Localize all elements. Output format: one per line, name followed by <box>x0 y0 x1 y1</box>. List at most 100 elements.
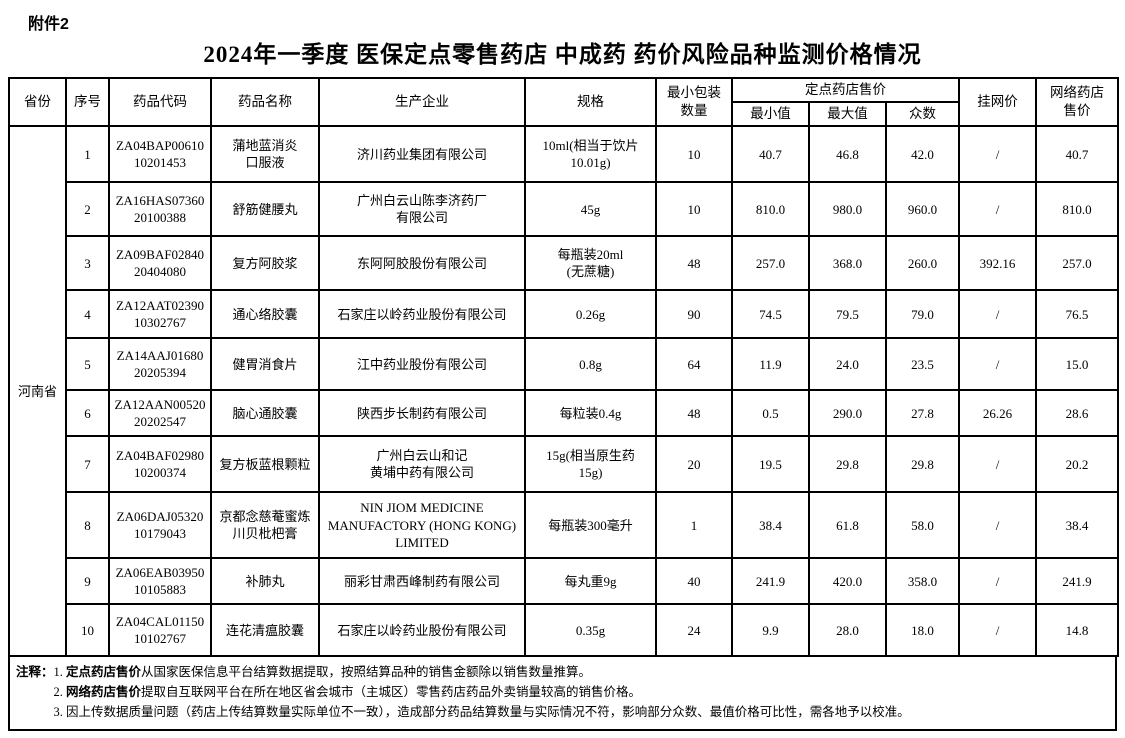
footnote-1-term: 定点药店售价 <box>66 665 142 680</box>
footnote-1-number: 1. <box>53 665 63 680</box>
cell-spec: 10ml(相当于饮片 10.01g) <box>524 125 657 184</box>
table-row: 9 ZA06EAB03950 10105883 补肺丸 丽彩甘肃西峰制药有限公司… <box>9 557 1120 606</box>
cell-max-price: 980.0 <box>808 181 887 238</box>
cell-max-price: 368.0 <box>808 235 887 292</box>
header-province: 省份 <box>8 76 67 128</box>
cell-manufacturer: 石家庄以岭药业股份有限公司 <box>318 289 526 340</box>
cell-mode-price: 358.0 <box>884 557 961 606</box>
cell-online-price: 28.6 <box>1035 389 1120 438</box>
cell-online-price: 15.0 <box>1035 337 1120 392</box>
footnote-3-number: 3. <box>53 705 63 720</box>
cell-serial: 1 <box>65 125 110 184</box>
table-row: 河南省 1 ZA04BAP00610 10201453 蒲地蓝消炎 口服液 济川… <box>8 125 1120 658</box>
cell-manufacturer: 东阿阿胶股份有限公司 <box>318 235 526 292</box>
cell-min-price: 11.9 <box>731 337 810 392</box>
cell-online-price: 14.8 <box>1035 603 1120 658</box>
cell-min-price: 19.5 <box>731 435 810 494</box>
cell-online-price: 810.0 <box>1035 181 1120 238</box>
cell-spec: 0.26g <box>524 289 657 340</box>
cell-min-package: 20 <box>655 435 733 494</box>
header-manufacturer: 生产企业 <box>318 76 526 128</box>
header-listed-price: 挂网价 <box>958 76 1038 128</box>
cell-mode-price: 960.0 <box>884 181 961 238</box>
cell-min-price: 40.7 <box>731 125 810 184</box>
cell-min-package: 10 <box>655 125 733 184</box>
cell-listed-price: / <box>958 125 1038 184</box>
header-min-package: 最小包装 数量 <box>655 76 733 128</box>
cell-max-price: 290.0 <box>808 389 887 438</box>
cell-listed-price: / <box>958 557 1038 606</box>
header-row-1: 省份 序号 药品代码 药品名称 生产企业 规格 最小包装 数量 定点药店售价 挂… <box>8 76 1120 128</box>
cell-listed-price: 392.16 <box>958 235 1038 292</box>
cell-min-price: 74.5 <box>731 289 810 340</box>
cell-mode-price: 27.8 <box>884 389 961 438</box>
page-title: 2024年一季度 医保定点零售药店 中成药 药价风险品种监测价格情况 <box>203 42 922 67</box>
price-monitoring-table: 省份 序号 药品代码 药品名称 生产企业 规格 最小包装 数量 定点药店售价 挂… <box>8 76 1120 658</box>
footnote-2-number: 2. <box>53 685 63 700</box>
cell-spec: 0.8g <box>524 337 657 392</box>
header-drug-name: 药品名称 <box>210 76 320 128</box>
cell-serial: 7 <box>65 435 110 494</box>
cell-listed-price: / <box>958 289 1038 340</box>
cell-province: 河南省 <box>8 125 67 658</box>
cell-manufacturer: 广州白云山陈李济药厂 有限公司 <box>318 181 526 238</box>
footnote-3-text: 因上传数据质量问题（药店上传结算数量实际单位不一致），造成部分药品结算数量与实际… <box>66 705 910 720</box>
footnote-2: 2. 网络药店售价提取自互联网平台在所在地区省会城市（主城区）零售药店药品外卖销… <box>54 682 910 702</box>
table-row: 4 ZA12AAT02390 10302767 通心络胶囊 石家庄以岭药业股份有… <box>9 289 1120 340</box>
cell-mode-price: 58.0 <box>884 491 961 560</box>
cell-max-price: 29.8 <box>808 435 887 494</box>
cell-drug-name: 复方阿胶浆 <box>210 235 320 292</box>
cell-mode-price: 260.0 <box>884 235 961 292</box>
cell-min-package: 90 <box>655 289 733 340</box>
cell-max-price: 46.8 <box>808 125 887 184</box>
cell-listed-price: / <box>958 491 1038 560</box>
cell-max-price: 61.8 <box>808 491 887 560</box>
cell-listed-price: / <box>958 337 1038 392</box>
footnote-3: 3. 因上传数据质量问题（药店上传结算数量实际单位不一致），造成部分药品结算数量… <box>54 702 910 722</box>
table-row: 10 ZA04CAL01150 10102767 连花清瘟胶囊 石家庄以岭药业股… <box>9 603 1120 658</box>
cell-serial: 4 <box>65 289 110 340</box>
header-fixed-pharmacy-price-group: 定点药店售价 <box>730 76 961 104</box>
cell-min-price: 257.0 <box>731 235 810 292</box>
cell-min-package: 48 <box>655 389 733 438</box>
table-row: 6 ZA12AAN00520 20202547 脑心通胶囊 陕西步长制药有限公司… <box>9 389 1120 438</box>
cell-manufacturer: 丽彩甘肃西峰制药有限公司 <box>318 557 526 606</box>
cell-mode-price: 79.0 <box>884 289 961 340</box>
cell-drug-name: 连花清瘟胶囊 <box>210 603 320 658</box>
cell-max-price: 420.0 <box>808 557 887 606</box>
cell-online-price: 38.4 <box>1035 491 1120 560</box>
cell-online-price: 257.0 <box>1035 235 1120 292</box>
cell-drug-name: 蒲地蓝消炎 口服液 <box>210 125 320 184</box>
cell-min-price: 38.4 <box>731 491 810 560</box>
cell-spec: 45g <box>524 181 657 238</box>
cell-serial: 9 <box>65 557 110 606</box>
footnotes-label: 注释： <box>16 665 54 680</box>
table-row: 7 ZA04BAF02980 10200374 复方板蓝根颗粒 广州白云山和记 … <box>9 435 1120 494</box>
footnotes-box: 注释： 1. 定点药店售价从国家医保信息平台结算数据提取，按照结算品种的销售金额… <box>8 657 1117 732</box>
cell-serial: 10 <box>65 603 110 658</box>
cell-serial: 6 <box>65 389 110 438</box>
cell-min-package: 64 <box>655 337 733 392</box>
cell-drug-name: 补肺丸 <box>210 557 320 606</box>
cell-online-price: 241.9 <box>1035 557 1120 606</box>
cell-manufacturer: 江中药业股份有限公司 <box>318 337 526 392</box>
header-online-price: 网络药店 售价 <box>1035 76 1120 128</box>
table-row: 5 ZA14AAJ01680 20205394 健胃消食片 江中药业股份有限公司… <box>9 337 1120 392</box>
cell-min-price: 241.9 <box>731 557 810 606</box>
cell-drug-code: ZA04CAL01150 10102767 <box>108 603 212 658</box>
cell-manufacturer: 济川药业集团有限公司 <box>318 125 526 184</box>
cell-max-price: 24.0 <box>808 337 887 392</box>
cell-drug-code: ZA12AAN00520 20202547 <box>108 389 212 438</box>
cell-min-price: 9.9 <box>731 603 810 658</box>
header-drug-code: 药品代码 <box>108 76 212 128</box>
cell-listed-price: / <box>958 603 1038 658</box>
cell-drug-name: 健胃消食片 <box>210 337 320 392</box>
cell-listed-price: / <box>958 181 1038 238</box>
table-row: 3 ZA09BAF02840 20404080 复方阿胶浆 东阿阿胶股份有限公司… <box>9 235 1120 292</box>
cell-min-package: 48 <box>655 235 733 292</box>
cell-listed-price: / <box>958 435 1038 494</box>
cell-drug-name: 脑心通胶囊 <box>210 389 320 438</box>
footnote-2-term: 网络药店售价 <box>66 685 142 700</box>
cell-min-package: 10 <box>655 181 733 238</box>
